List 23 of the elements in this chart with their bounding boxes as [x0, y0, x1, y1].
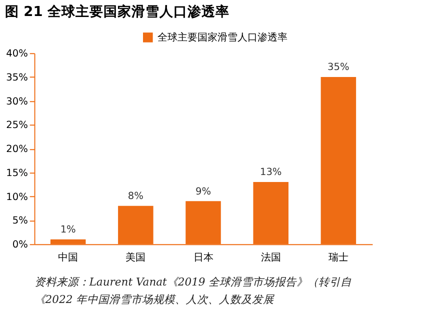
data-label: 13% — [260, 167, 282, 178]
y-tick-label: 30% — [6, 96, 28, 108]
y-tick-label: 20% — [6, 144, 28, 156]
x-tick-label: 中国 — [58, 251, 78, 264]
chart-title: 图 21 全球主要国家滑雪人口渗透率 — [4, 2, 230, 20]
x-tick-label: 瑞士 — [328, 251, 348, 264]
y-tick-label: 40% — [6, 48, 28, 60]
data-label: 1% — [60, 224, 76, 236]
legend-label: 全球主要国家滑雪人口渗透率 — [158, 31, 288, 44]
x-tick-label: 美国 — [126, 251, 146, 264]
text: 资料来源：Laurent Vanat《2019 全球滑雪市场报告》（转引自 — [34, 275, 352, 288]
y-tick-label: 0% — [12, 240, 28, 251]
data-label: 9% — [195, 186, 212, 198]
y-tick-label: 25% — [6, 120, 28, 132]
data-label: 8% — [128, 191, 144, 202]
y-tick-label: 35% — [6, 72, 28, 84]
x-tick-label: 日本 — [193, 251, 214, 264]
data-label: 35% — [328, 62, 350, 74]
text: 《2022 年中国滑雪市场规模、人次、人数及发展 — [34, 292, 276, 306]
y-tick-label: 10% — [6, 192, 28, 203]
y-tick-label: 15% — [6, 168, 28, 179]
x-tick-label: 法国 — [260, 251, 281, 264]
y-tick-label: 5% — [12, 216, 28, 227]
